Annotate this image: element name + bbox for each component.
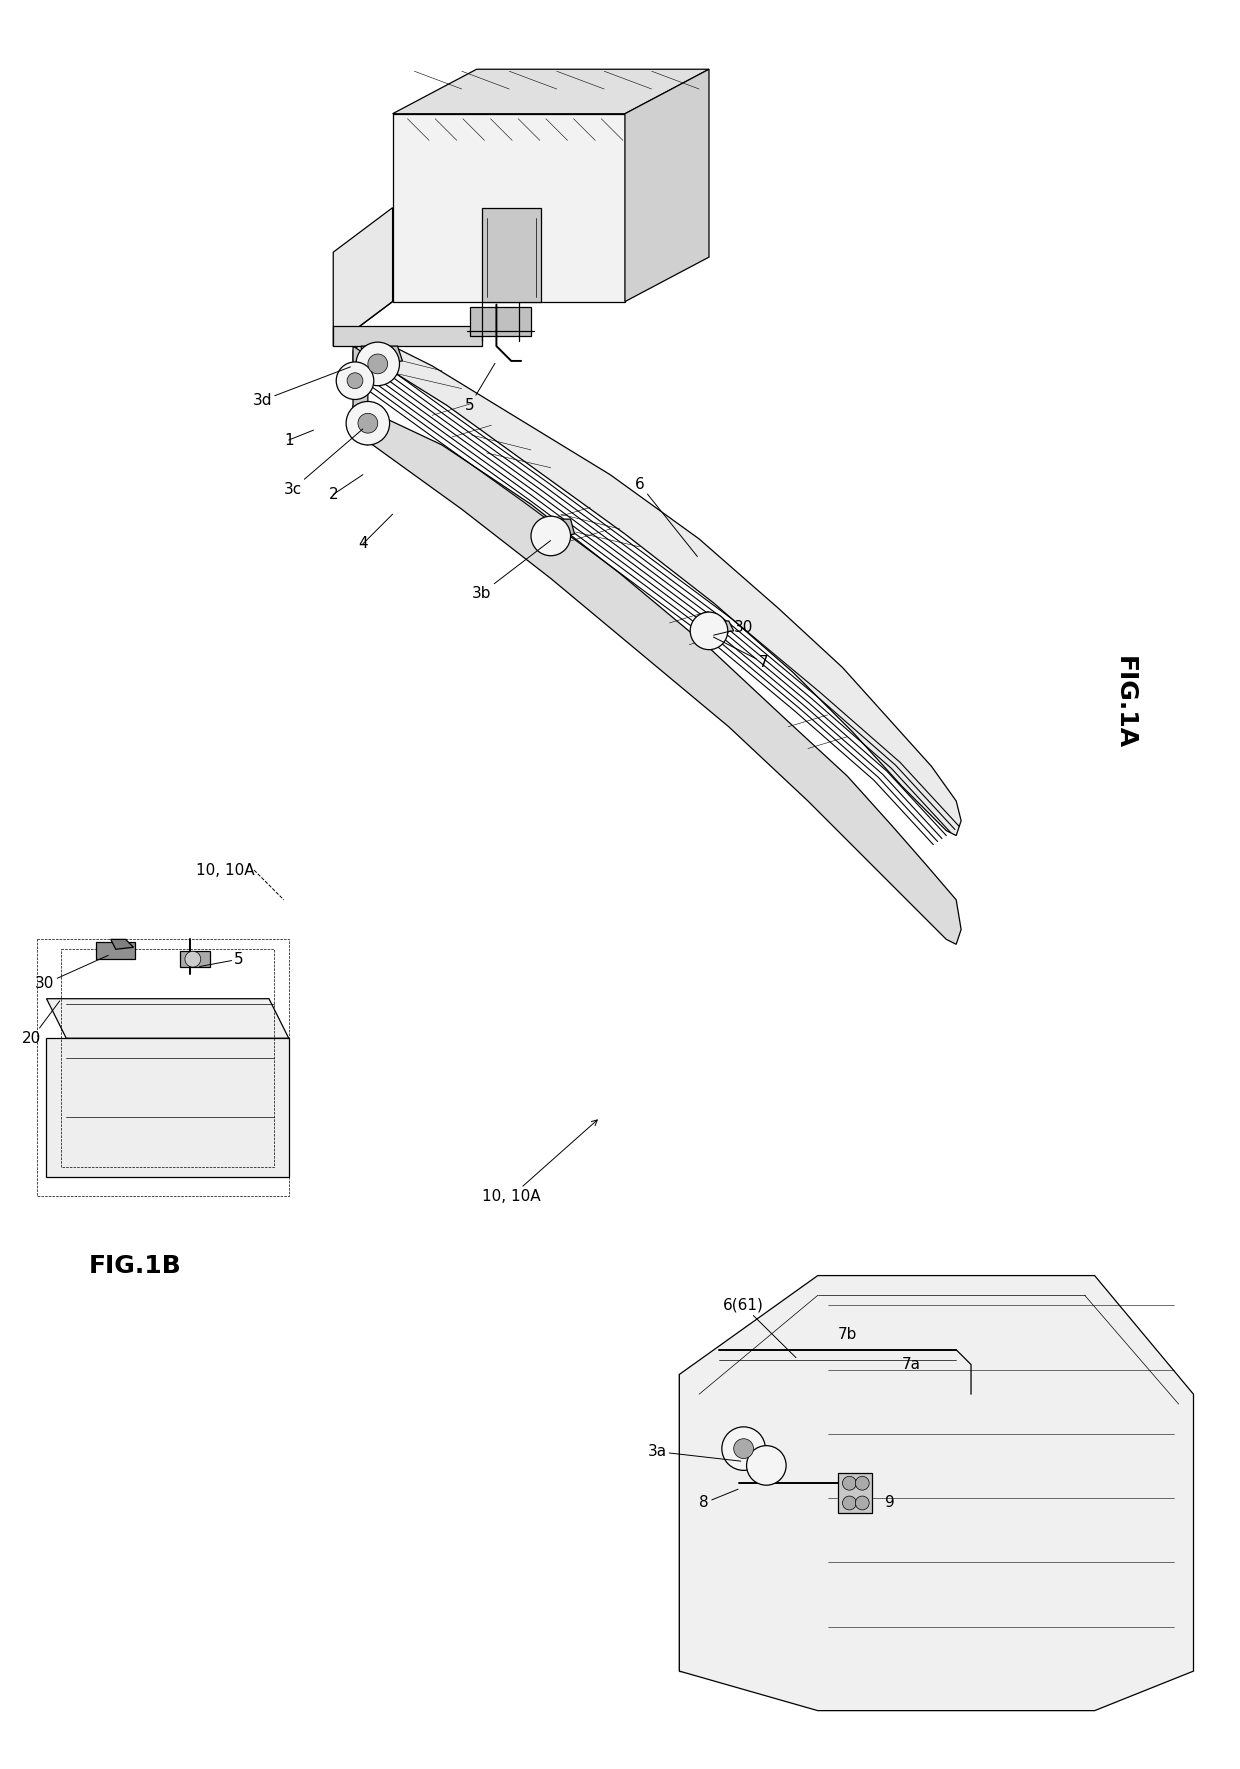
- Polygon shape: [334, 301, 393, 347]
- Polygon shape: [393, 69, 709, 113]
- Text: 6: 6: [635, 478, 697, 557]
- Circle shape: [856, 1477, 869, 1489]
- Circle shape: [356, 341, 399, 386]
- Polygon shape: [353, 336, 961, 835]
- Text: 10, 10A: 10, 10A: [482, 1120, 598, 1205]
- Text: 1: 1: [284, 433, 294, 448]
- Text: 3d: 3d: [253, 366, 351, 409]
- Text: 30: 30: [35, 955, 108, 991]
- Polygon shape: [470, 306, 531, 336]
- Polygon shape: [353, 347, 368, 446]
- Text: 7a: 7a: [901, 1357, 921, 1373]
- Circle shape: [842, 1497, 857, 1511]
- Text: 6(61): 6(61): [723, 1298, 796, 1357]
- Text: 4: 4: [358, 536, 368, 552]
- Polygon shape: [541, 518, 574, 540]
- Polygon shape: [837, 1474, 872, 1512]
- Text: 7b: 7b: [837, 1327, 857, 1343]
- Polygon shape: [334, 207, 393, 347]
- Circle shape: [691, 612, 728, 649]
- Text: 3b: 3b: [472, 541, 551, 601]
- Polygon shape: [625, 69, 709, 301]
- Text: FIG.1B: FIG.1B: [89, 1254, 182, 1277]
- Text: 3c: 3c: [284, 430, 363, 497]
- Text: 8: 8: [699, 1489, 738, 1511]
- Circle shape: [746, 1445, 786, 1486]
- Polygon shape: [46, 999, 289, 1038]
- Circle shape: [722, 1428, 765, 1470]
- Text: 5: 5: [465, 363, 495, 412]
- Circle shape: [734, 1438, 754, 1458]
- Polygon shape: [361, 347, 403, 366]
- Circle shape: [531, 517, 570, 555]
- Circle shape: [842, 1477, 857, 1489]
- Polygon shape: [37, 939, 289, 1196]
- Circle shape: [368, 354, 388, 373]
- Polygon shape: [481, 207, 541, 301]
- Circle shape: [346, 402, 389, 446]
- Polygon shape: [46, 1038, 289, 1176]
- Polygon shape: [353, 405, 961, 945]
- Text: 7: 7: [713, 637, 769, 670]
- Polygon shape: [180, 952, 210, 968]
- Polygon shape: [95, 943, 135, 959]
- Circle shape: [358, 414, 378, 433]
- Polygon shape: [817, 1344, 1045, 1553]
- Text: 5: 5: [200, 952, 244, 966]
- Circle shape: [856, 1497, 869, 1511]
- Polygon shape: [110, 939, 134, 950]
- Text: 30: 30: [714, 621, 753, 635]
- Text: 2: 2: [329, 486, 339, 502]
- Circle shape: [347, 373, 363, 389]
- Text: 20: 20: [22, 1001, 60, 1045]
- Polygon shape: [393, 113, 625, 301]
- Polygon shape: [680, 1375, 817, 1672]
- Text: 10, 10A: 10, 10A: [196, 863, 254, 877]
- Polygon shape: [680, 1275, 1194, 1711]
- Polygon shape: [334, 325, 481, 347]
- Circle shape: [336, 363, 373, 400]
- Text: 9: 9: [885, 1495, 895, 1511]
- Polygon shape: [694, 621, 734, 635]
- Text: 3a: 3a: [647, 1444, 740, 1461]
- Circle shape: [185, 952, 201, 968]
- Text: FIG.1A: FIG.1A: [1112, 656, 1136, 748]
